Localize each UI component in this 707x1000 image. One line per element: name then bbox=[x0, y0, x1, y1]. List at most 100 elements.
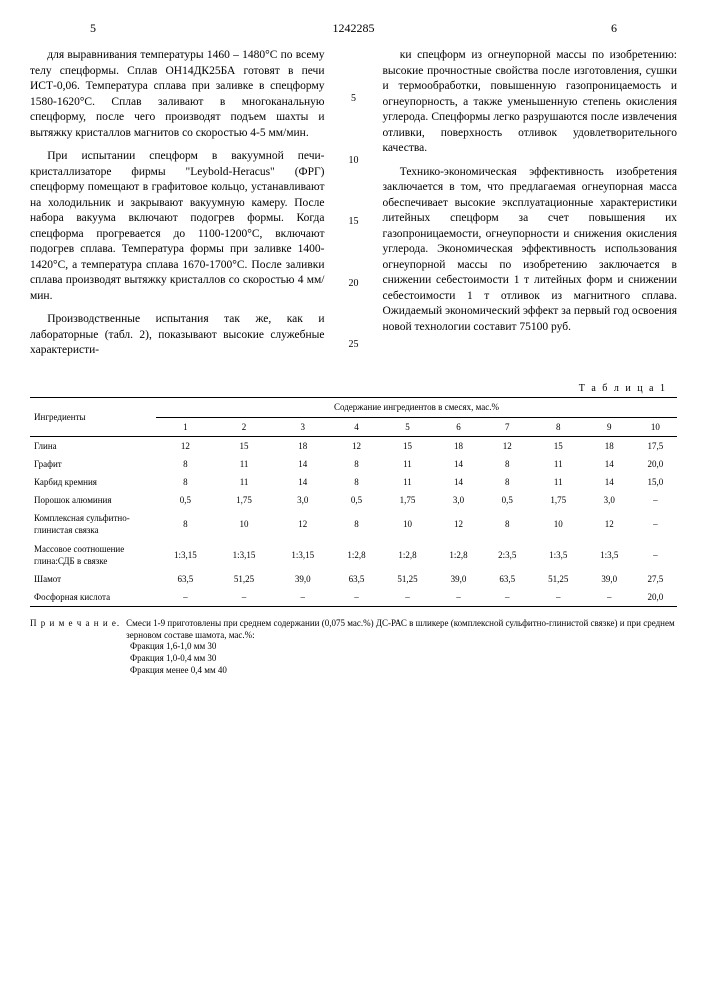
row-label: Порошок алюминия bbox=[30, 491, 156, 509]
cell: 0,5 bbox=[156, 491, 215, 509]
cell: 1:3,15 bbox=[215, 540, 274, 570]
cell: 1:3,15 bbox=[273, 540, 332, 570]
cell: – bbox=[634, 540, 677, 570]
cell: 2:3,5 bbox=[483, 540, 532, 570]
para: При испытании спецформ в вакуумной печи-… bbox=[30, 149, 325, 304]
cell: 39,0 bbox=[434, 570, 483, 588]
cell: 11 bbox=[532, 473, 585, 491]
cell: 51,25 bbox=[381, 570, 434, 588]
cell: 63,5 bbox=[332, 570, 381, 588]
cell: 3,0 bbox=[434, 491, 483, 509]
line-num: 25 bbox=[345, 338, 363, 352]
cell: – bbox=[273, 588, 332, 607]
cell: – bbox=[585, 588, 634, 607]
cell: 20,0 bbox=[634, 455, 677, 473]
cell: 11 bbox=[381, 473, 434, 491]
table-body: Глина12151812151812151817,5Графит8111481… bbox=[30, 436, 677, 607]
cell: 63,5 bbox=[156, 570, 215, 588]
cell: – bbox=[332, 588, 381, 607]
page-num-left: 5 bbox=[90, 20, 96, 36]
table-row: Фосфорная кислота–––––––––20,0 bbox=[30, 588, 677, 607]
cell: 1,75 bbox=[532, 491, 585, 509]
cell: – bbox=[156, 588, 215, 607]
cell: 18 bbox=[585, 436, 634, 455]
cell: 14 bbox=[585, 473, 634, 491]
cell: 17,5 bbox=[634, 436, 677, 455]
cell: 1:2,8 bbox=[332, 540, 381, 570]
cell: 11 bbox=[215, 473, 274, 491]
cell: 1,75 bbox=[381, 491, 434, 509]
line-number-gutter: 5 10 15 20 25 bbox=[345, 48, 363, 367]
row-label: Массовое соотношение глина:СДБ в связке bbox=[30, 540, 156, 570]
cell: 12 bbox=[434, 509, 483, 539]
cell: 39,0 bbox=[273, 570, 332, 588]
line-num: 5 bbox=[345, 92, 363, 106]
table-row: Шамот63,551,2539,063,551,2539,063,551,25… bbox=[30, 570, 677, 588]
cell: 11 bbox=[532, 455, 585, 473]
cell: 15 bbox=[215, 436, 274, 455]
cell: 18 bbox=[434, 436, 483, 455]
cell: 1:3,5 bbox=[585, 540, 634, 570]
cell: 1:3,5 bbox=[532, 540, 585, 570]
table-row: Массовое соотношение глина:СДБ в связке 1… bbox=[30, 540, 677, 570]
cell: 27,5 bbox=[634, 570, 677, 588]
cell: 8 bbox=[332, 473, 381, 491]
table-row: Карбид кремния81114811148111415,0 bbox=[30, 473, 677, 491]
page-header: 5 1242285 6 bbox=[30, 20, 677, 36]
cell: – bbox=[634, 491, 677, 509]
cell: 14 bbox=[585, 455, 634, 473]
cell: 0,5 bbox=[483, 491, 532, 509]
note-body: Смеси 1-9 приготовлены при среднем содер… bbox=[126, 617, 677, 641]
cell: 51,25 bbox=[215, 570, 274, 588]
col-content: Содержание ингредиентов в смесях, мас.% bbox=[156, 398, 677, 417]
cell: 8 bbox=[156, 473, 215, 491]
row-label: Карбид кремния bbox=[30, 473, 156, 491]
cell: 14 bbox=[434, 473, 483, 491]
col-num: 3 bbox=[273, 417, 332, 436]
cell: 8 bbox=[332, 509, 381, 539]
cell: 10 bbox=[381, 509, 434, 539]
col-num: 9 bbox=[585, 417, 634, 436]
table-note: П р и м е ч а н и е. Смеси 1-9 приготовл… bbox=[30, 617, 677, 641]
cell: 12 bbox=[332, 436, 381, 455]
cell: – bbox=[434, 588, 483, 607]
cell: 39,0 bbox=[585, 570, 634, 588]
page-num-right: 6 bbox=[611, 20, 617, 36]
para: ки спецформ из огнеупорной массы по изоб… bbox=[383, 48, 678, 157]
cell: 8 bbox=[332, 455, 381, 473]
line-num: 15 bbox=[345, 215, 363, 229]
col-num: 8 bbox=[532, 417, 585, 436]
cell: 8 bbox=[483, 509, 532, 539]
cell: – bbox=[532, 588, 585, 607]
cell: 15,0 bbox=[634, 473, 677, 491]
row-label: Глина bbox=[30, 436, 156, 455]
cell: 8 bbox=[156, 455, 215, 473]
left-column: для выравнивания температуры 1460 – 1480… bbox=[30, 48, 325, 367]
cell: 12 bbox=[156, 436, 215, 455]
col-num: 1 bbox=[156, 417, 215, 436]
table-row: Порошок алюминия0,51,753,00,51,753,00,51… bbox=[30, 491, 677, 509]
table-row: Графит81114811148111420,0 bbox=[30, 455, 677, 473]
cell: – bbox=[483, 588, 532, 607]
cell: – bbox=[381, 588, 434, 607]
line-num: 10 bbox=[345, 154, 363, 168]
cell: 51,25 bbox=[532, 570, 585, 588]
note-text: Смеси 1-9 приготовлены при среднем содер… bbox=[126, 618, 675, 640]
cell: 0,5 bbox=[332, 491, 381, 509]
ingredients-table: Ингредиенты Содержание ингредиентов в см… bbox=[30, 397, 677, 607]
cell: 1:2,8 bbox=[434, 540, 483, 570]
text-columns: для выравнивания температуры 1460 – 1480… bbox=[30, 48, 677, 367]
cell: 11 bbox=[381, 455, 434, 473]
row-label: Комплексная сульфитно-глинистая связка bbox=[30, 509, 156, 539]
cell: 15 bbox=[381, 436, 434, 455]
cell: 15 bbox=[532, 436, 585, 455]
col-num: 6 bbox=[434, 417, 483, 436]
cell: 12 bbox=[585, 509, 634, 539]
cell: 8 bbox=[156, 509, 215, 539]
row-label: Фосфорная кислота bbox=[30, 588, 156, 607]
cell: 8 bbox=[483, 455, 532, 473]
cell: 11 bbox=[215, 455, 274, 473]
right-column: ки спецформ из огнеупорной массы по изоб… bbox=[383, 48, 678, 367]
cell: 10 bbox=[532, 509, 585, 539]
col-num: 7 bbox=[483, 417, 532, 436]
